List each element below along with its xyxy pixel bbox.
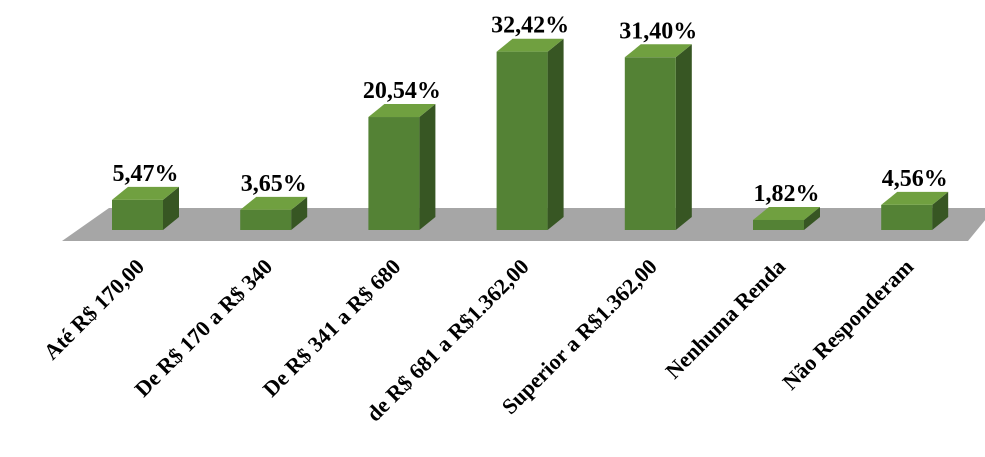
data-label: 5,47% bbox=[113, 161, 179, 187]
bar-front bbox=[624, 57, 676, 230]
data-label: 3,65% bbox=[241, 171, 307, 197]
bar-side bbox=[163, 186, 179, 230]
bar bbox=[368, 104, 436, 230]
data-label: 32,42% bbox=[491, 13, 569, 39]
bar-top bbox=[881, 191, 949, 205]
data-label: 1,82% bbox=[754, 181, 820, 207]
bar-side bbox=[804, 206, 820, 230]
bar-front bbox=[368, 117, 420, 230]
bar-front bbox=[753, 219, 804, 230]
bar-top bbox=[368, 104, 436, 118]
x-tick-label: Nenhuma Renda bbox=[660, 254, 790, 384]
bar-top bbox=[624, 44, 692, 58]
data-label: 20,54% bbox=[363, 78, 441, 104]
bar bbox=[496, 38, 564, 230]
bar-side bbox=[675, 44, 692, 230]
bar-top bbox=[496, 38, 564, 52]
bar-top bbox=[753, 206, 820, 220]
data-label: 31,40% bbox=[619, 18, 697, 44]
bar-front bbox=[881, 204, 933, 230]
bar bbox=[112, 186, 179, 230]
bars-group bbox=[112, 38, 949, 230]
x-tick-label: Não Responderam bbox=[777, 254, 918, 395]
data-labels-group: 5,47% 3,65% 20,54% 32,42% 31,40% 1,82% 4,56% bbox=[113, 13, 948, 207]
x-tick-label: Até R$ 170,00 bbox=[38, 254, 149, 365]
data-label: 4,56% bbox=[882, 166, 948, 192]
bar-top bbox=[112, 186, 179, 200]
bar-front bbox=[240, 209, 292, 230]
bar-front bbox=[496, 51, 548, 230]
bar-side bbox=[547, 38, 564, 230]
bar bbox=[753, 206, 820, 230]
bar-front bbox=[112, 199, 163, 230]
bar-top bbox=[240, 196, 308, 210]
x-tick-label: De R$ 170 a R$ 340 bbox=[129, 254, 277, 402]
bar-side bbox=[291, 196, 308, 230]
bar bbox=[881, 191, 949, 230]
bar bbox=[624, 44, 692, 230]
x-tick-label: De R$ 341 a R$ 680 bbox=[258, 254, 406, 402]
bar-side bbox=[419, 104, 436, 230]
bar-side bbox=[932, 191, 949, 230]
bar bbox=[240, 196, 308, 230]
